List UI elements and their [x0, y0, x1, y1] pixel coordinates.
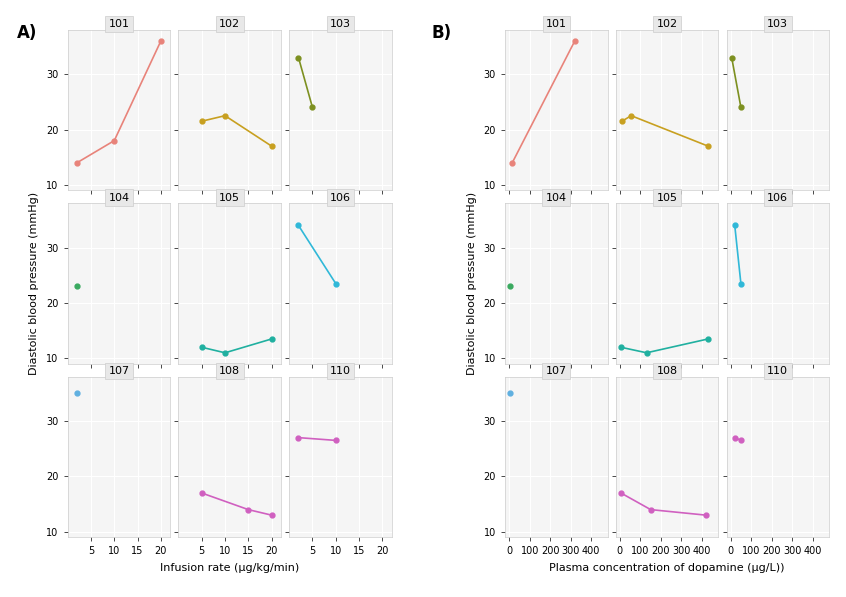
- Title: 103: 103: [767, 19, 788, 29]
- Title: 103: 103: [330, 19, 351, 29]
- Title: 101: 101: [546, 19, 567, 29]
- X-axis label: Plasma concentration of dopamine (μg/L)): Plasma concentration of dopamine (μg/L)): [549, 564, 785, 573]
- Title: 106: 106: [767, 192, 788, 202]
- Title: 107: 107: [546, 366, 567, 376]
- Title: 110: 110: [330, 366, 351, 376]
- Title: 105: 105: [219, 192, 240, 202]
- X-axis label: Infusion rate (μg/kg/min): Infusion rate (μg/kg/min): [160, 564, 299, 573]
- Title: 102: 102: [219, 19, 240, 29]
- Text: A): A): [17, 24, 37, 42]
- Title: 106: 106: [330, 192, 351, 202]
- Title: 104: 104: [108, 192, 129, 202]
- Text: B): B): [431, 24, 452, 42]
- Title: 108: 108: [656, 366, 678, 376]
- Title: 101: 101: [108, 19, 129, 29]
- Title: 102: 102: [656, 19, 678, 29]
- Title: 110: 110: [767, 366, 788, 376]
- Title: 104: 104: [546, 192, 567, 202]
- Title: 107: 107: [108, 366, 129, 376]
- Y-axis label: Diastolic blood pressure (mmHg): Diastolic blood pressure (mmHg): [30, 192, 39, 375]
- Title: 105: 105: [656, 192, 678, 202]
- Title: 108: 108: [219, 366, 240, 376]
- Y-axis label: Diastolic blood pressure (mmHg): Diastolic blood pressure (mmHg): [467, 192, 477, 375]
